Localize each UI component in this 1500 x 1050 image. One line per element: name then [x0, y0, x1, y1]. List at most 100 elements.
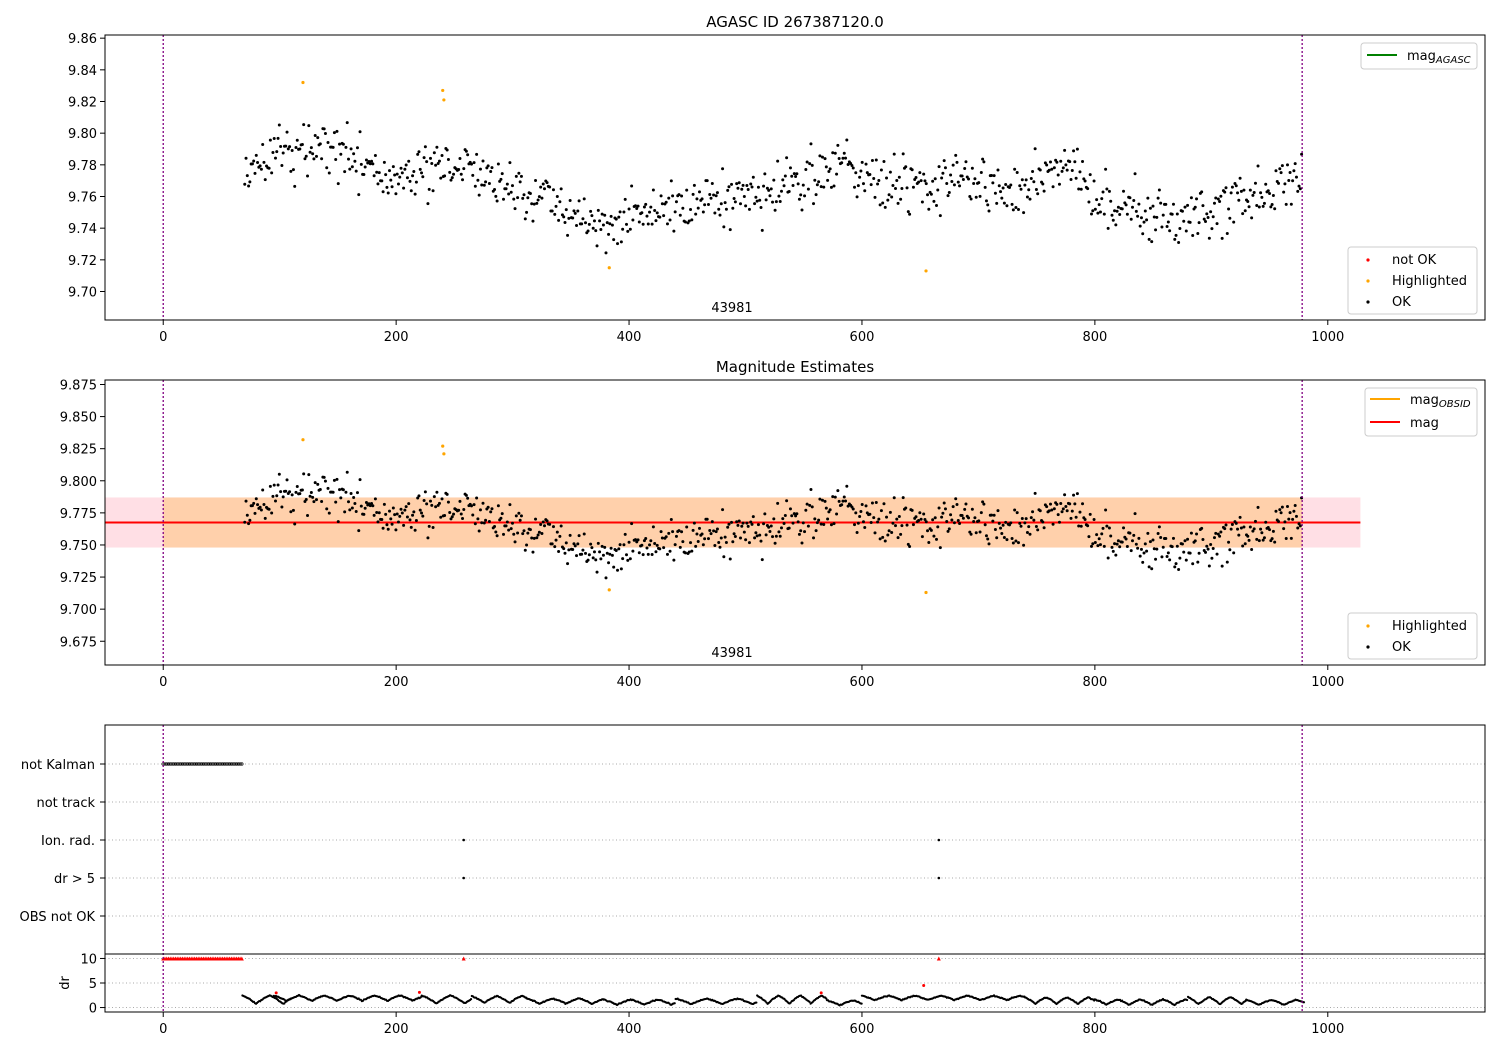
ok-point [1137, 202, 1141, 206]
ok-point [411, 174, 415, 178]
highlighted-point [301, 80, 305, 85]
ok-point [1116, 539, 1120, 543]
ok-point [399, 166, 403, 170]
ok-point [929, 528, 933, 532]
ok-point [964, 502, 968, 506]
ok-point [398, 514, 402, 518]
ok-point [718, 545, 722, 549]
ok-point [659, 194, 663, 198]
ok-point [434, 163, 438, 167]
ok-point [1142, 220, 1146, 224]
ok-point [461, 517, 465, 521]
ok-point [1088, 512, 1092, 516]
ok-point [810, 163, 814, 167]
ok-point [512, 197, 516, 201]
ok-point [1148, 540, 1152, 544]
ok-point [791, 521, 795, 525]
ok-point [713, 211, 717, 215]
ok-point [986, 537, 990, 541]
legend-label-ok: OK [1392, 640, 1411, 655]
ok-point [1216, 197, 1220, 201]
ok-point [742, 195, 746, 199]
ok-point [869, 520, 873, 524]
ok-point [695, 197, 699, 201]
ok-point [937, 165, 941, 169]
ok-point [1070, 509, 1074, 513]
ok-point [762, 522, 766, 526]
ok-point [1215, 552, 1219, 556]
ok-point [1233, 181, 1237, 185]
ok-point [1280, 505, 1284, 509]
ok-point [1068, 160, 1072, 164]
ok-point [1139, 547, 1143, 551]
ok-point [758, 533, 762, 537]
ok-point [1092, 179, 1096, 183]
ok-point [683, 220, 687, 224]
ok-point [1095, 533, 1099, 537]
ok-point [781, 178, 785, 182]
x-tick-label: 1000 [1311, 675, 1344, 690]
ok-point [782, 184, 786, 188]
ok-point [1234, 521, 1238, 525]
ok-point [404, 505, 408, 509]
ok-point [955, 502, 959, 506]
ok-point [275, 150, 279, 154]
ok-point [671, 530, 675, 534]
highlighted-point [301, 438, 305, 442]
ok-point [495, 534, 499, 538]
ok-point [382, 160, 386, 164]
ok-point [1061, 507, 1065, 511]
ok-point [331, 490, 335, 494]
ok-point [1180, 542, 1184, 546]
ok-point [464, 493, 468, 497]
ok-point [336, 182, 340, 186]
ok-point [457, 508, 461, 512]
ok-point [733, 534, 737, 538]
ok-point [759, 206, 763, 210]
ok-point [1034, 524, 1038, 528]
ok-point [1002, 201, 1006, 205]
ok-point [668, 218, 672, 222]
ok-point [432, 495, 436, 499]
ok-point [420, 171, 424, 175]
ok-point [635, 207, 639, 211]
ok-point [981, 500, 985, 504]
ok-point [322, 475, 326, 479]
ok-point [987, 209, 991, 213]
ok-point [626, 558, 630, 562]
ok-point [931, 518, 935, 522]
ok-point [653, 208, 657, 212]
ok-point [293, 184, 297, 188]
ok-point [785, 499, 789, 503]
ok-point [967, 516, 971, 520]
ok-point [1005, 204, 1009, 208]
ok-point [1243, 542, 1247, 546]
y-tick-label: 9.74 [68, 222, 97, 237]
ok-point [993, 191, 997, 195]
ok-point [313, 133, 317, 137]
ok-point [405, 515, 409, 519]
ok-point [1077, 524, 1081, 528]
ok-point [1041, 182, 1045, 186]
not-kalman-point [213, 762, 218, 766]
ok-point [1256, 505, 1260, 509]
ok-point [1078, 170, 1082, 174]
not-kalman-point [227, 762, 232, 766]
ok-point [280, 163, 284, 167]
ok-point [864, 162, 868, 166]
ok-point [1279, 511, 1283, 515]
ok-point [829, 523, 833, 527]
ok-point [787, 526, 791, 530]
not-kalman-point [165, 762, 169, 766]
ok-point [1292, 509, 1296, 513]
ok-point [568, 533, 572, 537]
ok-point [819, 185, 823, 189]
ok-point [431, 189, 435, 193]
ok-point [589, 542, 593, 546]
ok-point [714, 194, 718, 198]
ok-point [500, 512, 504, 516]
ok-point [649, 205, 653, 209]
ok-point [1105, 187, 1109, 191]
